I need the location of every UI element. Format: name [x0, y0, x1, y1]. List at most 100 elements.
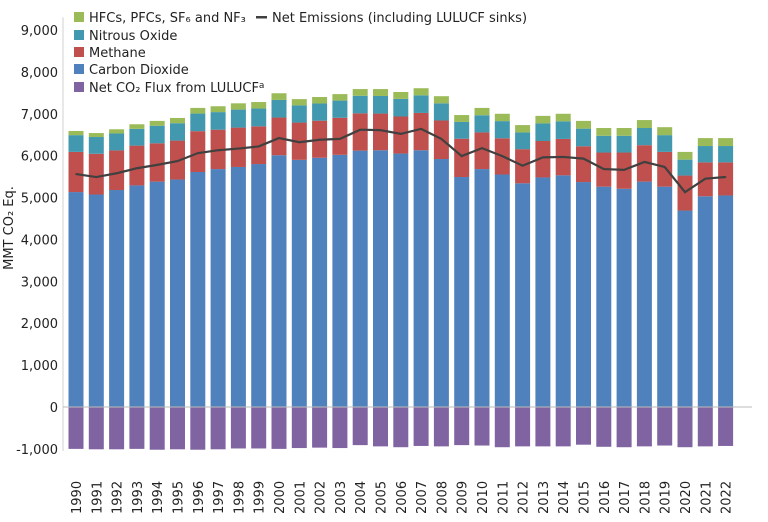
bar-hfcs-pfcs-sf-and-nf [332, 94, 348, 101]
y-tick-label: 6,000 [21, 150, 58, 165]
x-tick-label: 1990 [70, 481, 85, 514]
net-emissions-point [582, 157, 585, 160]
bar-carbon-dioxide [697, 196, 713, 407]
bar-hfcs-pfcs-sf-and-nf [576, 120, 591, 129]
bar-methane [230, 127, 246, 167]
net-emissions-point [339, 138, 341, 140]
bar-carbon-dioxide [494, 174, 510, 407]
net-emissions-point [400, 133, 402, 135]
bar-hfcs-pfcs-sf-and-nf [190, 107, 206, 114]
net-emissions-point [115, 172, 118, 175]
net-emissions-point [501, 155, 504, 157]
net-emissions-point [562, 156, 564, 158]
net-emissions-point [623, 169, 625, 171]
bar-lulucf [535, 407, 551, 447]
bar-methane [271, 117, 287, 156]
net-emissions-point [176, 160, 179, 162]
bar-hfcs-pfcs-sf-and-nf [68, 130, 84, 136]
bar-carbon-dioxide [474, 169, 490, 407]
y-tick-label: 3,000 [21, 275, 58, 290]
bar-carbon-dioxide [190, 172, 206, 407]
bar-methane [352, 113, 368, 151]
bar-methane [190, 131, 206, 173]
bar-carbon-dioxide [454, 177, 470, 407]
bar-nitrous-oxide [312, 103, 328, 121]
bar-lulucf [230, 407, 246, 449]
bar-carbon-dioxide [210, 169, 226, 407]
x-tick-label: 2018 [638, 481, 653, 514]
legend-label-nitrous-oxide: Nitrous Oxide [89, 29, 177, 44]
bar-lulucf [88, 407, 104, 450]
net-emissions-point [156, 164, 158, 166]
x-tick-label: 1994 [151, 481, 166, 514]
legend-label-net-emissions: Net Emissions (including LULUCF sinks) [272, 11, 527, 26]
x-tick-label: 1993 [131, 481, 146, 514]
x-tick-label: 2021 [699, 481, 714, 514]
bar-lulucf [718, 407, 734, 446]
x-tick-label: 2014 [557, 481, 572, 514]
legend-label-lulucf: Net CO₂ Flux from LULUCF [89, 81, 259, 96]
net-emissions-point [359, 128, 362, 131]
bar-methane [68, 151, 84, 193]
y-tick-label: 9,000 [21, 24, 58, 39]
bar-lulucf [616, 407, 632, 448]
net-emissions-point [460, 155, 463, 157]
bar-nitrous-oxide [576, 128, 591, 147]
net-emissions-point [724, 176, 727, 178]
x-tick-label: 1997 [212, 481, 227, 514]
bar-lulucf [596, 407, 612, 447]
bar-hfcs-pfcs-sf-and-nf [352, 89, 368, 96]
bar-carbon-dioxide [109, 190, 125, 407]
bar-nitrous-oxide [332, 100, 348, 118]
net-emissions-point [663, 166, 666, 168]
bar-methane [251, 126, 267, 165]
bar-methane [413, 112, 429, 151]
bar-hfcs-pfcs-sf-and-nf [616, 128, 632, 136]
bar-lulucf [251, 407, 267, 449]
bar-carbon-dioxide [251, 164, 267, 407]
bar-methane [636, 145, 652, 182]
bar-hfcs-pfcs-sf-and-nf [718, 138, 734, 147]
net-emissions-point [278, 137, 280, 139]
bar-nitrous-oxide [616, 135, 632, 153]
x-tick-label: 1998 [232, 481, 247, 514]
bar-nitrous-oxide [129, 128, 145, 146]
bar-hfcs-pfcs-sf-and-nf [677, 151, 693, 160]
legend-label-carbon-dioxide: Carbon Dioxide [89, 63, 189, 78]
bar-hfcs-pfcs-sf-and-nf [271, 93, 287, 100]
bar-lulucf [190, 407, 206, 450]
x-tick-label: 1992 [111, 481, 126, 514]
y-tick-label: 0 [50, 401, 58, 416]
bar-lulucf [352, 407, 368, 446]
net-emissions-point [136, 167, 138, 170]
bar-carbon-dioxide [657, 186, 673, 407]
bar-lulucf [149, 407, 165, 450]
bar-methane [454, 138, 470, 178]
bar-lulucf [576, 407, 591, 445]
x-tick-label: 2006 [395, 481, 410, 514]
y-tick-label: 2,000 [21, 317, 58, 332]
x-tick-label: 1995 [172, 481, 187, 514]
bar-nitrous-oxide [474, 115, 490, 133]
x-tick-label: 1999 [253, 481, 268, 514]
x-tick-label: 2020 [679, 481, 694, 514]
bar-methane [373, 113, 388, 151]
net-emissions-point [75, 173, 77, 175]
bar-lulucf [373, 407, 388, 447]
x-tick-label: 2019 [659, 481, 674, 514]
bar-methane [129, 145, 145, 186]
x-tick-label: 2009 [456, 481, 471, 514]
bar-carbon-dioxide [636, 181, 652, 407]
bar-hfcs-pfcs-sf-and-nf [413, 88, 429, 96]
bar-carbon-dioxide [271, 155, 287, 407]
bar-nitrous-oxide [68, 135, 84, 152]
net-emissions-point [542, 156, 544, 159]
legend-swatch-carbon-dioxide [74, 64, 84, 74]
x-tick-label: 2010 [476, 481, 491, 514]
x-tick-label: 2003 [334, 481, 349, 514]
bar-lulucf [332, 407, 348, 449]
bar-hfcs-pfcs-sf-and-nf [170, 117, 185, 124]
bar-nitrous-oxide [251, 108, 267, 127]
net-emissions-point [217, 149, 219, 152]
